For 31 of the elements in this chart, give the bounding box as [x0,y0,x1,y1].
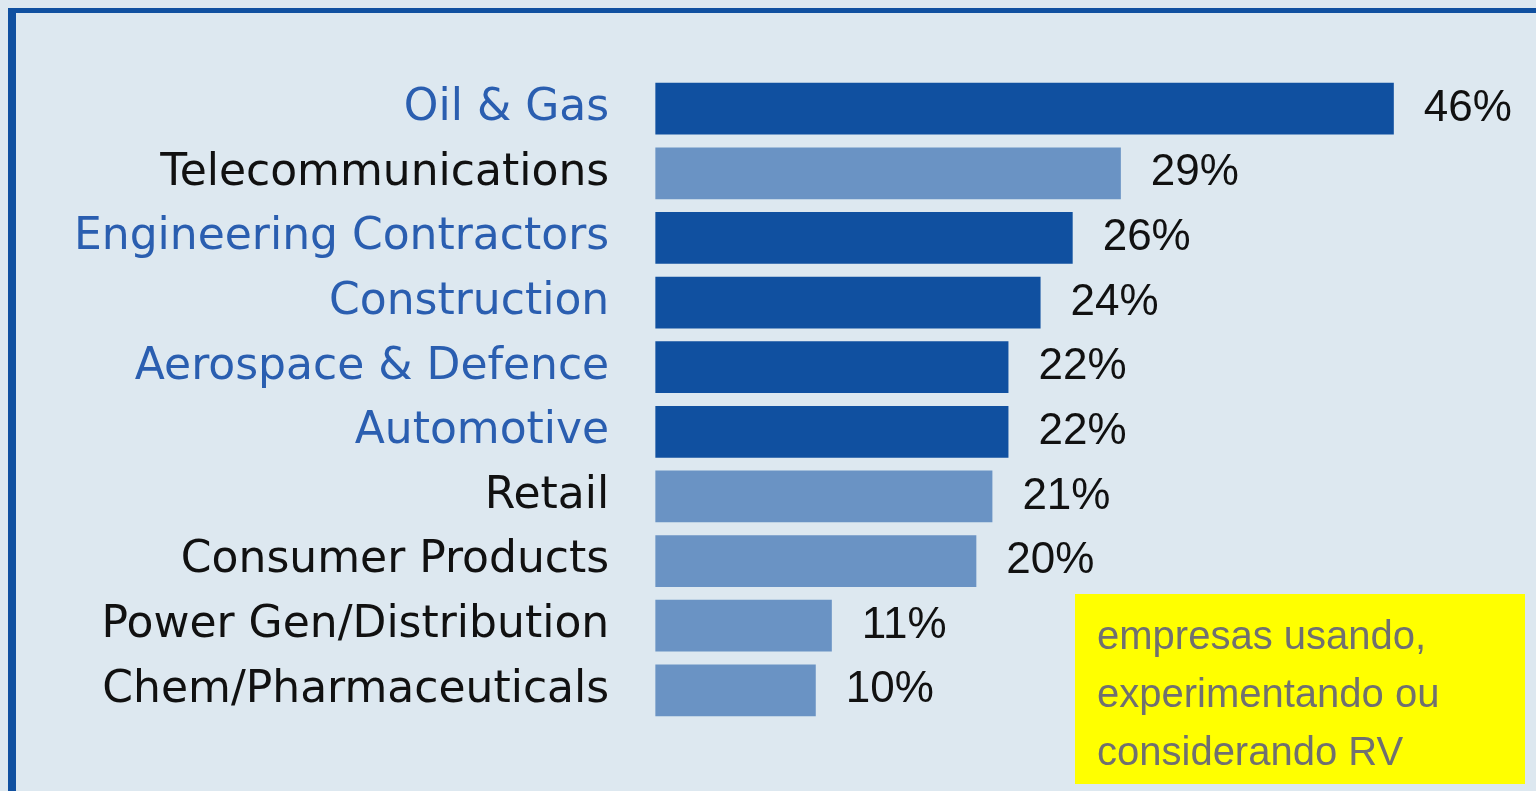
data-label: 26% [1102,210,1191,260]
data-label: 46% [1423,80,1512,130]
data-label: 22% [1038,403,1127,453]
bar [655,664,816,717]
bar [655,82,1394,135]
y-tick-label: Aerospace & Defence [134,337,610,389]
y-tick-label: Chem/Pharmaceuticals [102,660,610,712]
bar [655,341,1009,394]
bar [655,599,832,652]
y-tick-label: Consumer Products [180,531,610,583]
bar [655,276,1041,329]
y-tick-label: Telecommunications [159,143,610,195]
y-tick-label: Power Gen/Distribution [101,596,610,648]
data-label: 29% [1150,145,1239,195]
y-tick-label: Construction [329,273,610,325]
bar [655,212,1073,264]
data-label: 24% [1070,274,1159,324]
bar [655,147,1121,200]
data-label: 20% [1006,533,1095,583]
y-tick-label: Oil & Gas [403,79,610,131]
data-label: 10% [845,662,934,712]
y-tick-label: Engineering Contractors [73,208,610,260]
data-label: 11% [861,597,947,647]
bar [655,535,977,587]
y-tick-label: Automotive [354,402,610,454]
bar [655,405,1009,458]
y-tick-label: Retail [484,466,610,518]
data-label: 21% [1022,468,1111,518]
data-label: 22% [1038,339,1127,389]
annotation: empresas usando, experimentando ou considerando RV [1075,594,1525,784]
bar [655,470,993,523]
